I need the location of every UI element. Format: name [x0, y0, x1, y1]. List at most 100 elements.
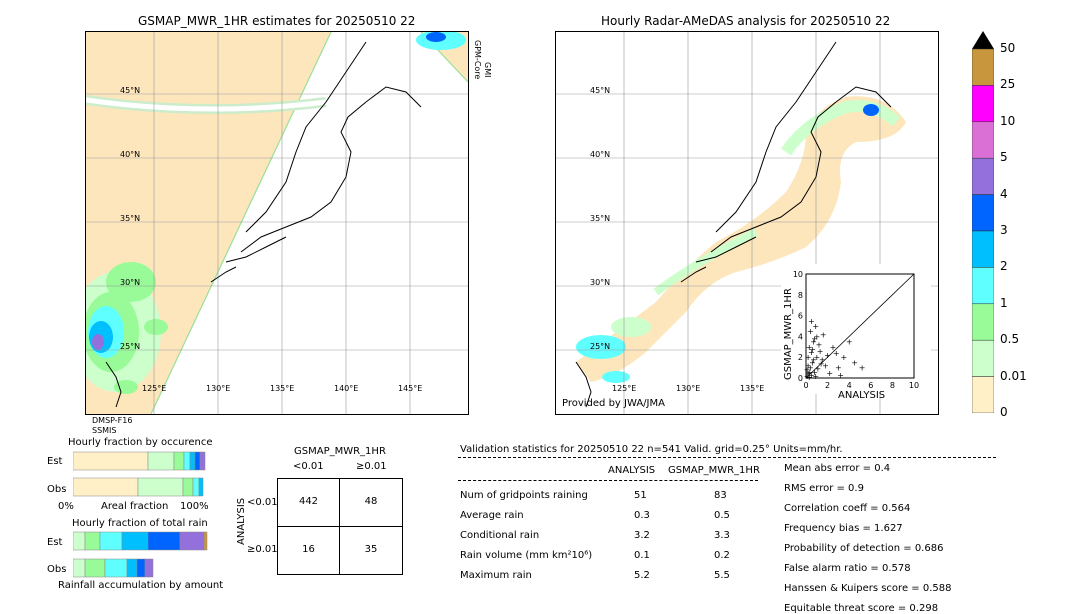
occurrence-title: Hourly fraction by occurence	[68, 437, 213, 448]
scatter-point: +	[805, 369, 812, 378]
right-lon-125: 125°E	[612, 384, 637, 393]
occ-obs-seg	[198, 477, 204, 497]
scatter-point: +	[811, 368, 818, 377]
scatter-point: +	[809, 358, 816, 367]
scatter-xtick: 2	[825, 381, 830, 390]
contingency-cell-12: 48	[364, 496, 378, 507]
left-lon-135: 135°E	[270, 384, 295, 393]
scatter-ytick: 0	[798, 374, 803, 383]
rain-blob	[106, 262, 156, 302]
right-map-title: Hourly Radar-AMeDAS analysis for 2025051…	[601, 14, 891, 28]
scatter-ylabel: GSMAP_MWR_1HR	[783, 288, 794, 380]
scatter-point: +	[807, 364, 814, 373]
tr-obs-seg	[73, 558, 86, 578]
validation-row-gsmap: 5.5	[714, 570, 730, 581]
sensor-label-top: GPM-Core	[473, 40, 482, 80]
scatter-point: +	[830, 343, 837, 352]
tr-est-seg	[73, 531, 86, 551]
sensor-label-bottom1: DMSP-F16	[92, 416, 133, 425]
sensor-label-bottom2: SSMIS	[92, 426, 117, 435]
contingency-grid: 442 48 16 35	[277, 478, 403, 575]
colorbar-segment	[971, 267, 995, 305]
right-coastline	[575, 41, 892, 408]
right-lat-45: 45°N	[590, 86, 611, 95]
scatter-ytick: 4	[798, 332, 803, 341]
scatter-point: +	[810, 355, 817, 364]
scatter-point: +	[811, 334, 818, 343]
right-map-svg	[556, 32, 938, 414]
scatter-point: +	[806, 343, 813, 352]
colorbar-extend-triangle	[972, 31, 994, 49]
left-map-svg	[86, 32, 468, 414]
colorbar-label: 50	[1000, 41, 1016, 55]
colorbar-label: 0.01	[1000, 368, 1027, 383]
scatter-point: +	[804, 372, 811, 381]
right-lat-30: 30°N	[590, 278, 611, 287]
occ-obs-seg	[192, 477, 200, 497]
arc-band-inner	[86, 97, 327, 112]
scatter-ytick: 8	[798, 291, 803, 300]
colorbar-label: 2	[1000, 259, 1008, 274]
rain-band	[653, 228, 758, 296]
scatter-xtick: 6	[868, 381, 873, 390]
tr-obs-seg	[84, 558, 106, 578]
total-rain-bars	[73, 531, 208, 578]
validation-row-gsmap: 3.3	[714, 530, 730, 541]
validation-col-analysis: ANALYSIS	[608, 465, 656, 476]
scatter-point: +	[822, 362, 829, 371]
validation-header: Validation statistics for 20250510 22 n=…	[460, 444, 843, 455]
validation-score: RMS error = 0.9	[784, 483, 864, 494]
scatter-point: +	[820, 330, 827, 339]
contingency-col2: ≥0.01	[356, 461, 387, 472]
scatter-xtick: 10	[909, 381, 919, 390]
scatter-xlabel: ANALYSIS	[838, 390, 886, 401]
scatter-ytick: 2	[798, 353, 803, 362]
rain-blob	[144, 319, 168, 335]
tr-est-seg	[121, 531, 149, 551]
scatter-point: +	[833, 349, 840, 358]
tr-est-seg	[179, 531, 205, 551]
rain-blob	[611, 317, 651, 337]
left-map-title: GSMAP_MWR_1HR estimates for 20250510 22	[138, 14, 416, 28]
scatter-point: +	[808, 317, 815, 326]
scatter-point: +	[837, 371, 844, 380]
scatter-point: +	[805, 353, 812, 362]
total-rain-est-label: Est	[47, 537, 63, 548]
validation-row-gsmap: 0.2	[714, 550, 730, 561]
validation-divider-top	[458, 457, 996, 458]
colorbar-label: 4	[1000, 186, 1008, 201]
contingency-divider-h	[278, 526, 402, 527]
right-map-panel: 45°N 40°N 35°N 30°N 25°N 125°E 130°E 135…	[555, 31, 939, 415]
left-lat-25: 25°N	[120, 342, 141, 351]
scatter-point: +	[813, 353, 820, 362]
occurrence-obs-label: Obs	[47, 484, 67, 495]
left-lon-130: 130°E	[206, 384, 231, 393]
colorbar-segment	[971, 121, 995, 159]
validation-row-gsmap: 0.5	[714, 510, 730, 521]
scatter-ytick: 6	[798, 312, 803, 321]
validation-score: Hanssen & Kuipers score = 0.588	[784, 583, 952, 594]
right-lon-130: 130°E	[676, 384, 701, 393]
scatter-point: +	[816, 341, 823, 350]
colorbar-segment	[971, 85, 995, 123]
colorbar-segment	[971, 157, 995, 195]
tr-obs-seg	[126, 558, 138, 578]
colorbar-label: 0.5	[1000, 332, 1020, 347]
scatter-point: +	[817, 347, 824, 356]
occ-est-seg	[199, 451, 206, 471]
rain-blob	[576, 335, 626, 359]
left-lon-125: 125°E	[142, 384, 167, 393]
right-lat-35: 35°N	[590, 214, 611, 223]
tr-obs-seg	[104, 558, 128, 578]
rain-blob-ne	[426, 32, 446, 42]
validation-row-label: Conditional rain	[460, 530, 540, 541]
scatter-point: +	[826, 369, 833, 378]
scatter-point: +	[806, 368, 813, 377]
scatter-frame	[805, 273, 915, 379]
tr-obs-seg	[144, 558, 154, 578]
scatter-point: +	[846, 338, 853, 347]
contingency-col1: <0.01	[293, 461, 324, 472]
left-coastline	[105, 41, 422, 408]
colorbar-label: 25	[1000, 77, 1016, 92]
